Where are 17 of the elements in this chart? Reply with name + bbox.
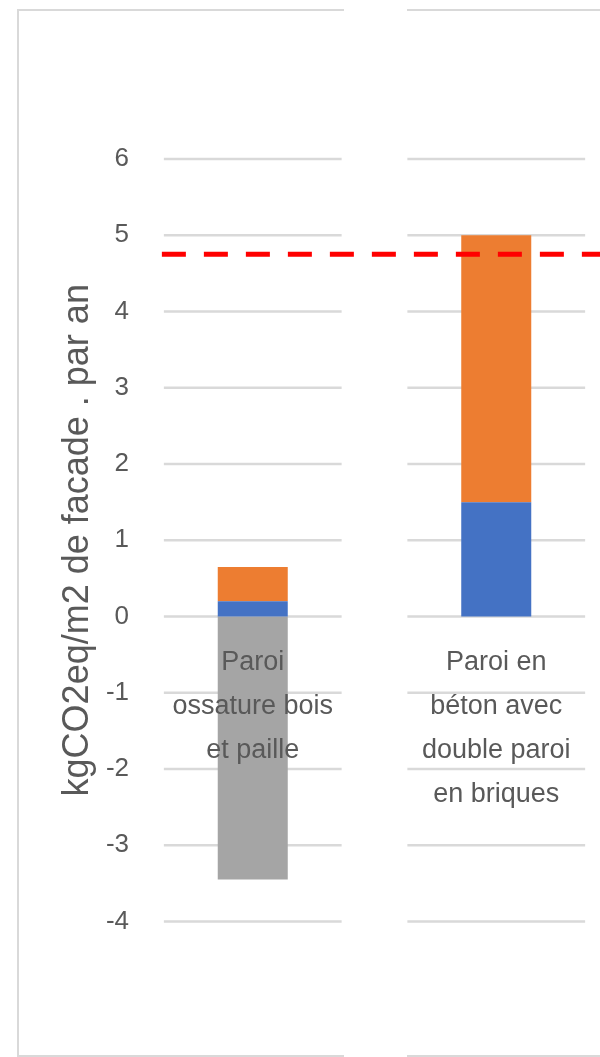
y-tick-label: 4 <box>114 294 129 325</box>
y-tick-label: 5 <box>114 218 129 249</box>
y-tick-label: -3 <box>105 828 129 859</box>
y-tick-label: -1 <box>105 675 129 706</box>
y-tick-label: -4 <box>105 904 129 935</box>
x-tick-label: Paroi en béton avec double paroi en briques <box>421 645 571 808</box>
y-tick-label: 0 <box>114 599 129 630</box>
bar <box>461 235 532 503</box>
y-tick-label: -2 <box>105 752 129 783</box>
bar <box>461 502 532 617</box>
y-tick-label: 3 <box>114 370 129 401</box>
bar <box>217 601 288 617</box>
bar <box>217 566 288 602</box>
y-tick-label: 6 <box>114 142 129 173</box>
y-tick-label: 1 <box>114 523 129 554</box>
y-axis-title: kgCO2eq/m2 de facade . par an <box>54 284 96 797</box>
y-tick-label: 2 <box>114 447 129 478</box>
